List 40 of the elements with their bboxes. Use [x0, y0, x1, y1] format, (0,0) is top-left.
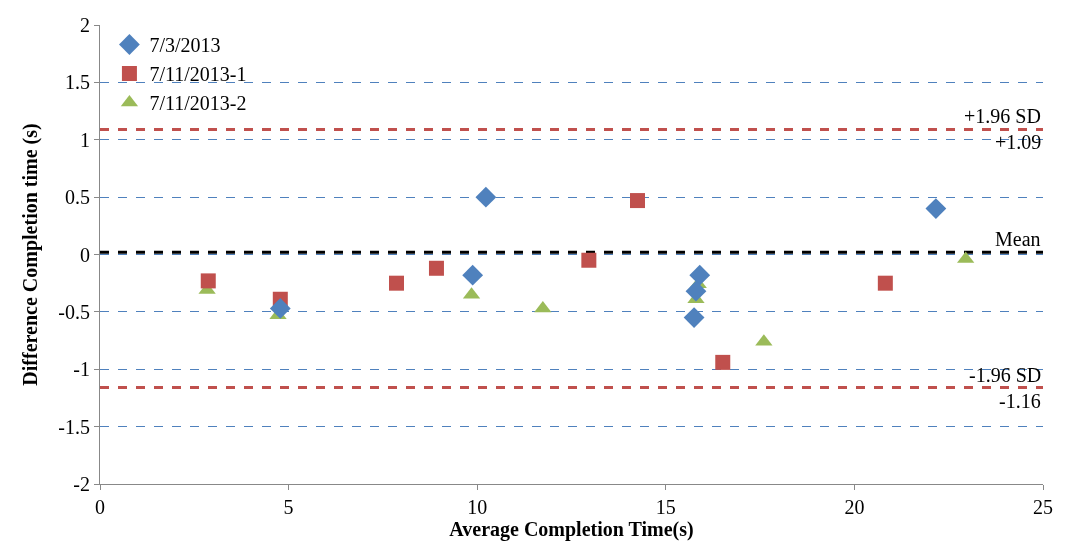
y-tick-label: 2 [80, 14, 90, 36]
y-tick-label: 0.5 [65, 186, 90, 209]
y-tick-label: 0 [80, 243, 90, 266]
y-tick-label: 1 [80, 128, 90, 151]
ref-line-label: Mean [995, 228, 1041, 250]
y-tick-label: -1 [73, 358, 90, 381]
point [683, 307, 705, 329]
point [475, 186, 497, 208]
point [388, 275, 404, 291]
point [685, 280, 707, 302]
y-tick-label: -0.5 [58, 300, 90, 323]
x-tick-label: 10 [467, 496, 488, 518]
x-tick-label: 0 [95, 496, 105, 518]
x-tick-label: 15 [655, 496, 676, 518]
point [925, 198, 947, 219]
point [428, 260, 444, 276]
x-axis-title: Average Completion Time(s) [449, 518, 694, 541]
point [462, 264, 484, 286]
legend-label: 7/11/2013-1 [149, 63, 247, 86]
y-axis-title: Difference Completion time (s) [18, 123, 42, 386]
point [715, 354, 731, 370]
ref-line-label: +1.96 SD [964, 105, 1041, 127]
point [269, 298, 291, 319]
ref-line-label: -1.96 SD [969, 364, 1042, 386]
x-tick-label: 5 [283, 496, 294, 518]
y-tick-label: -1.5 [58, 415, 90, 438]
x-tick-label: 25 [1033, 496, 1053, 518]
annotation: -1.16 [999, 390, 1041, 412]
point [877, 275, 893, 291]
point [200, 273, 216, 289]
legend-label: 7/3/2013 [149, 34, 221, 57]
y-tick-label: -2 [73, 473, 90, 495]
point [581, 252, 597, 268]
y-tick-label: 1.5 [65, 71, 90, 94]
point [630, 193, 646, 209]
legend-label: 7/11/2013-2 [149, 92, 247, 115]
x-tick-label: 20 [844, 496, 865, 518]
point [534, 300, 552, 313]
annotation: +1.09 [995, 131, 1042, 153]
point [689, 264, 711, 286]
